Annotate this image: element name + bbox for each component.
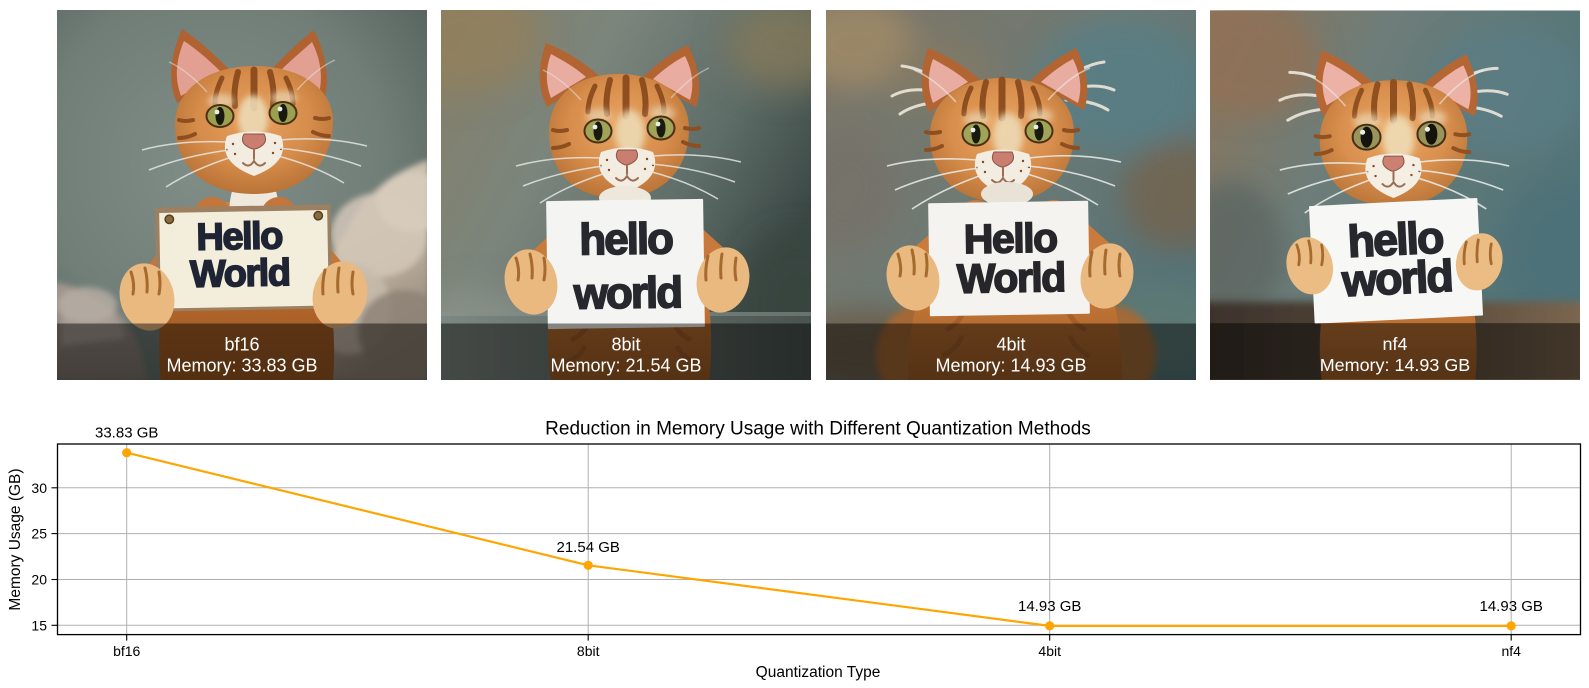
svg-text:14.93 GB: 14.93 GB bbox=[1480, 598, 1543, 615]
svg-text:15: 15 bbox=[31, 617, 47, 633]
svg-text:Memory: 14.93 GB: Memory: 14.93 GB bbox=[935, 356, 1086, 376]
svg-text:Hello: Hello bbox=[963, 215, 1057, 262]
svg-text:30: 30 bbox=[31, 480, 47, 496]
svg-text:Hello: Hello bbox=[196, 215, 282, 258]
svg-text:33.83 GB: 33.83 GB bbox=[95, 424, 158, 441]
svg-text:Memory: 33.83 GB: Memory: 33.83 GB bbox=[166, 356, 317, 376]
svg-text:Memory: 14.93 GB: Memory: 14.93 GB bbox=[1320, 355, 1471, 375]
svg-text:25: 25 bbox=[31, 526, 47, 542]
svg-text:nf4: nf4 bbox=[1383, 334, 1408, 354]
svg-text:hello: hello bbox=[1346, 212, 1444, 268]
svg-text:Reduction in Memory Usage with: Reduction in Memory Usage with Different… bbox=[545, 419, 1091, 440]
svg-text:14.93 GB: 14.93 GB bbox=[1018, 598, 1081, 615]
svg-text:8bit: 8bit bbox=[611, 335, 640, 355]
svg-text:8bit: 8bit bbox=[577, 643, 600, 659]
svg-text:hello: hello bbox=[579, 214, 673, 264]
svg-text:21.54 GB: 21.54 GB bbox=[557, 539, 620, 556]
svg-text:20: 20 bbox=[31, 572, 47, 588]
svg-text:Memory: 21.54 GB: Memory: 21.54 GB bbox=[550, 356, 701, 376]
svg-text:Memory Usage (GB): Memory Usage (GB) bbox=[7, 468, 24, 610]
svg-text:World: World bbox=[190, 252, 290, 296]
svg-text:world: world bbox=[1340, 250, 1453, 306]
svg-text:bf16: bf16 bbox=[224, 335, 259, 355]
svg-text:4bit: 4bit bbox=[1038, 643, 1061, 659]
svg-text:Quantization Type: Quantization Type bbox=[756, 664, 881, 681]
svg-text:World: World bbox=[957, 254, 1066, 302]
svg-text:nf4: nf4 bbox=[1501, 643, 1521, 659]
svg-text:world: world bbox=[572, 268, 681, 319]
svg-text:4bit: 4bit bbox=[996, 335, 1025, 355]
svg-text:bf16: bf16 bbox=[113, 643, 140, 659]
